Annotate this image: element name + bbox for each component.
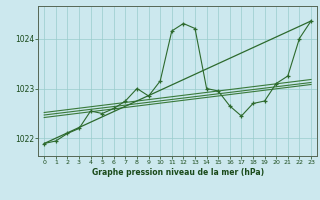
X-axis label: Graphe pression niveau de la mer (hPa): Graphe pression niveau de la mer (hPa) [92, 168, 264, 177]
